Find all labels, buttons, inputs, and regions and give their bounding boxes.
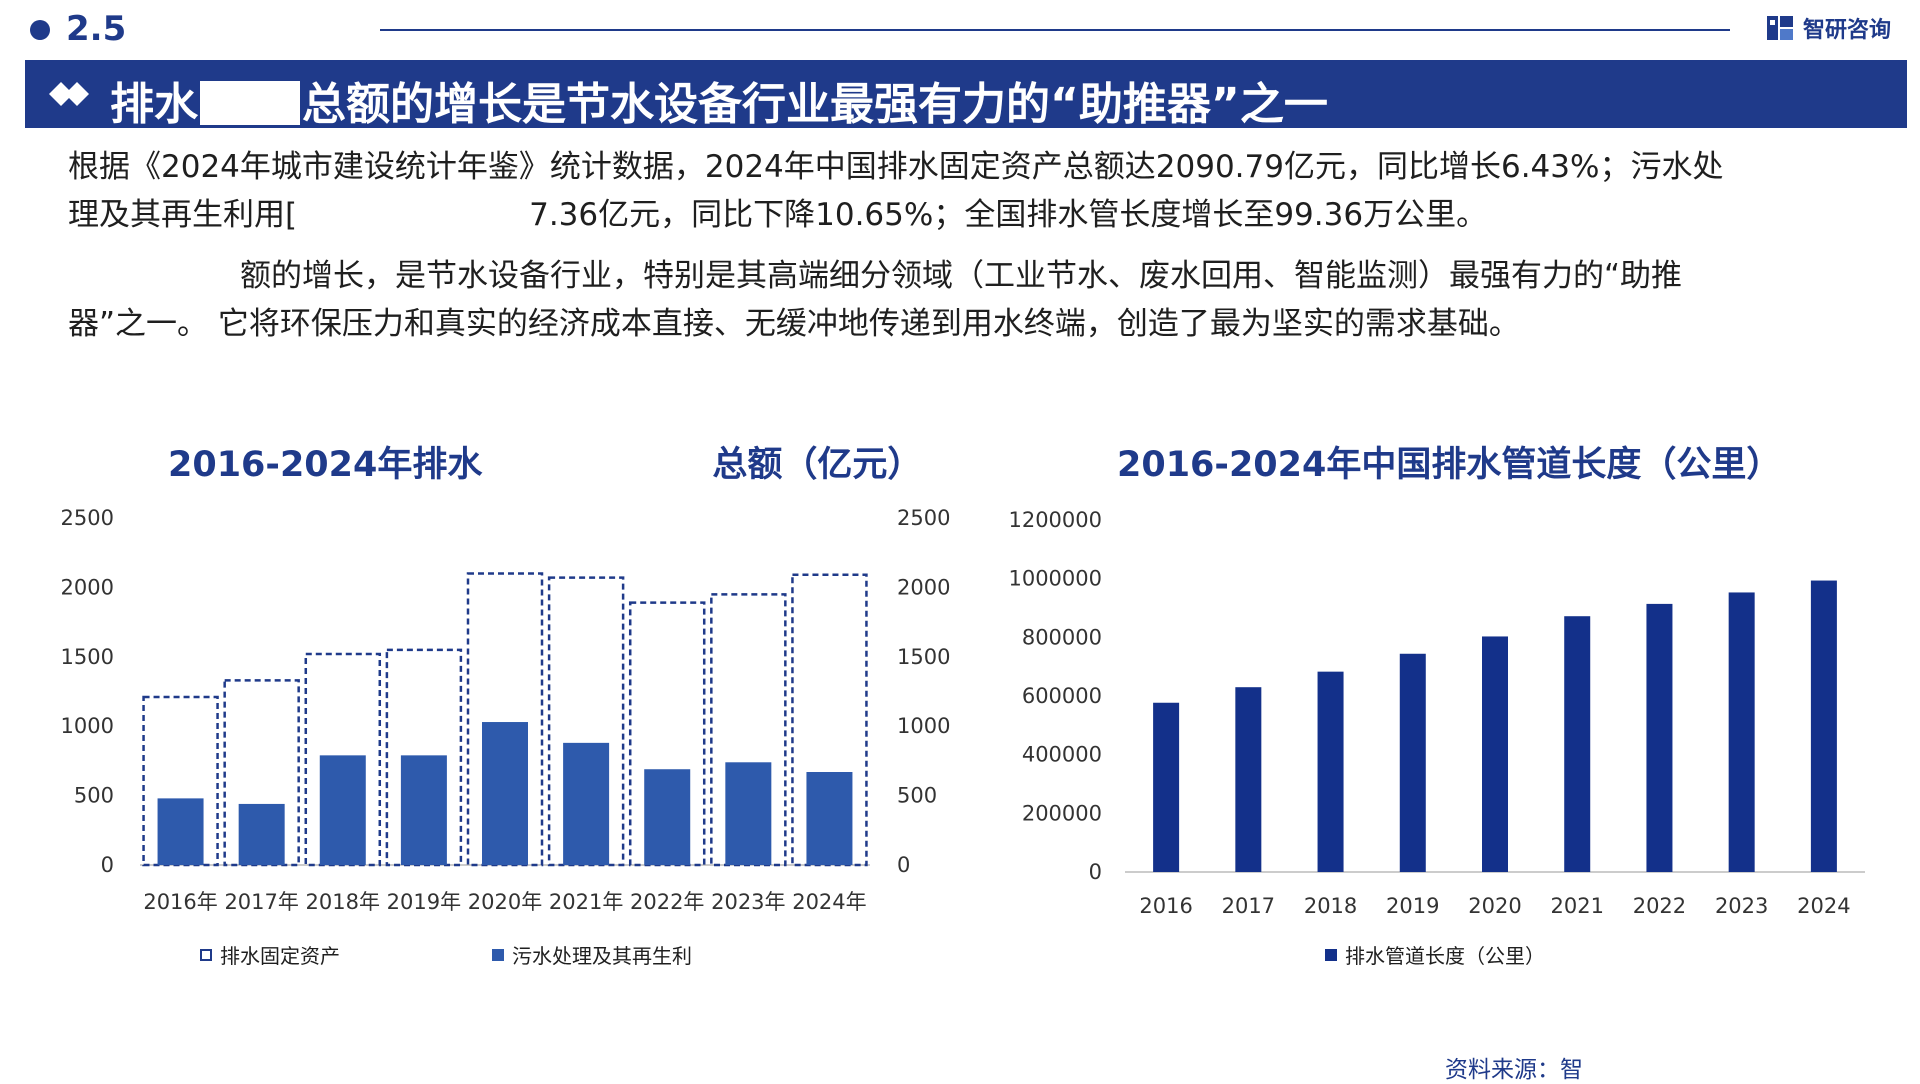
y-tick-label: 2000 — [61, 575, 114, 599]
x-tick-label: 2017年 — [224, 890, 298, 914]
paragraph-1-line-2: 理及其再生利用[ 7.36亿元，同比下降10.65%；全国排水管长度增长至99.3… — [68, 191, 1868, 239]
bar-sewage-treatment — [644, 769, 691, 865]
logo-text: 智研咨询 — [1803, 18, 1892, 43]
legend-label-series2: 污水处理及其再生利 — [512, 944, 692, 968]
y2-tick-label: 2000 — [897, 575, 950, 599]
y-tick-label: 800000 — [1022, 625, 1102, 649]
y-tick-label: 1000 — [61, 714, 114, 738]
paragraph-2-line-1: 额的增长，是节水设备行业，特别是其高端细分领域（工业节水、废水回用、智能监测）最… — [68, 252, 1868, 300]
y-tick-label: 600000 — [1022, 684, 1102, 708]
left-legend-series2: 污水处理及其再生利 — [492, 940, 692, 969]
bar-sewage-treatment — [319, 755, 366, 865]
section-dot-icon — [30, 20, 50, 40]
x-tick-label: 2024 — [1797, 894, 1850, 918]
banner-title-part1: 排水 — [110, 79, 198, 130]
y-tick-label: 0 — [1089, 860, 1102, 884]
right-chart-title: 2016-2024年中国排水管道长度（公里） — [1117, 445, 1782, 485]
logo-mark-icon — [1767, 16, 1793, 40]
x-tick-label: 2022年 — [630, 890, 704, 914]
paragraph-2-line-2: 器”之一。 它将环保压力和真实的经济成本直接、无缓冲地传递到用水终端，创造了最为… — [68, 306, 1520, 342]
paragraph-1: 根据《2024年城市建设统计年鉴》统计数据，2024年中国排水固定资产总额达20… — [68, 143, 1868, 239]
x-tick-label: 2020年 — [468, 890, 542, 914]
y-tick-label: 400000 — [1022, 743, 1102, 767]
bar-pipe-length — [1810, 580, 1837, 872]
bar-sewage-treatment — [725, 762, 772, 865]
x-tick-label: 2022 — [1633, 894, 1686, 918]
header-divider — [380, 29, 1730, 31]
y2-tick-label: 0 — [897, 853, 910, 877]
x-tick-label: 2021年 — [549, 890, 623, 914]
bar-sewage-treatment — [482, 722, 528, 865]
bar-sewage-treatment — [157, 798, 204, 865]
bar-pipe-length — [1317, 671, 1344, 872]
y2-tick-label: 1500 — [897, 645, 950, 669]
paragraph-1-line-2a: 理及其再生利用[ — [68, 197, 298, 233]
x-tick-label: 2019 — [1386, 894, 1439, 918]
legend-label-right-series1: 排水管道长度（公里） — [1345, 944, 1545, 968]
left-chart-title-part2: 总额（亿元） — [712, 445, 923, 485]
y-tick-label: 500 — [74, 784, 114, 808]
bar-sewage-treatment — [238, 803, 285, 865]
y-tick-label: 1500 — [61, 645, 114, 669]
y-tick-label: 0 — [101, 853, 114, 877]
y-tick-label: 1200000 — [1008, 508, 1102, 532]
bar-pipe-length — [1564, 616, 1591, 872]
legend-swatch-dashed — [200, 948, 212, 961]
left-chart-title-part1: 2016-2024年排水 — [168, 445, 483, 485]
paragraph-2-line-1-text: 额的增长，是节水设备行业，特别是其高端细分领域（工业节水、废水回用、智能监测）最… — [240, 258, 1683, 294]
bar-pipe-length — [1153, 702, 1180, 872]
banner-title-part2: 总额的增长是节水设备行业最强有力的“助推器”之一 — [302, 79, 1328, 130]
title-banner: 排水 总额的增长是节水设备行业最强有力的“助推器”之一 — [25, 60, 1907, 130]
y-tick-label: 1000000 — [1008, 567, 1102, 591]
source-note: 资料来源：智 — [1445, 1057, 1583, 1083]
x-tick-label: 2023年 — [711, 890, 785, 914]
x-tick-label: 2016 — [1139, 894, 1192, 918]
legend-swatch-dark — [1325, 948, 1337, 961]
bar-pipe-length — [1646, 603, 1673, 872]
bar-sewage-treatment — [806, 772, 853, 865]
x-tick-label: 2021 — [1550, 894, 1603, 918]
x-tick-label: 2019年 — [387, 890, 461, 914]
bar-pipe-length — [1728, 592, 1755, 872]
diamond-bullet-icon — [49, 82, 89, 106]
paragraph-2: 额的增长，是节水设备行业，特别是其高端细分领域（工业节水、废水回用、智能监测）最… — [68, 252, 1868, 348]
legend-label-series1: 排水固定资产 — [220, 944, 340, 968]
bar-pipe-length — [1482, 636, 1508, 872]
redaction-block — [200, 81, 300, 125]
bar-fixed-assets — [385, 648, 463, 867]
x-tick-label: 2023 — [1715, 894, 1768, 918]
top-bar: 2.5 智研咨询 — [0, 0, 1920, 60]
y-tick-label: 200000 — [1022, 801, 1102, 825]
legend-swatch-solid — [492, 948, 504, 961]
bar-sewage-treatment — [563, 742, 610, 865]
brand-logo: 智研咨询 — [1765, 12, 1891, 44]
y2-tick-label: 2500 — [897, 506, 950, 530]
right-legend-series1: 排水管道长度（公里） — [1325, 940, 1545, 969]
y-tick-label: 2500 — [61, 506, 114, 530]
x-tick-label: 2024年 — [792, 890, 866, 914]
x-tick-label: 2018 — [1304, 894, 1357, 918]
left-legend-series1: 排水固定资产 — [200, 940, 340, 969]
paragraph-1-line-1: 根据《2024年城市建设统计年鉴》统计数据，2024年中国排水固定资产总额达20… — [68, 149, 1724, 185]
x-tick-label: 2018年 — [306, 890, 380, 914]
y2-tick-label: 1000 — [897, 714, 950, 738]
paragraph-1-line-2b: 7.36亿元，同比下降10.65%；全国排水管长度增长至99.36万公里。 — [529, 197, 1488, 233]
bar-sewage-treatment — [400, 755, 447, 865]
x-tick-label: 2016年 — [143, 890, 217, 914]
left-chart-title: 2016-2024年排水 总额（亿元） — [168, 436, 922, 487]
y2-tick-label: 500 — [897, 784, 937, 808]
x-tick-label: 2020 — [1468, 894, 1521, 918]
bar-pipe-length — [1235, 687, 1262, 872]
banner-title: 排水 总额的增长是节水设备行业最强有力的“助推器”之一 — [110, 68, 1328, 132]
x-tick-label: 2017 — [1222, 894, 1275, 918]
bar-pipe-length — [1399, 653, 1426, 872]
section-number: 2.5 — [66, 9, 127, 49]
